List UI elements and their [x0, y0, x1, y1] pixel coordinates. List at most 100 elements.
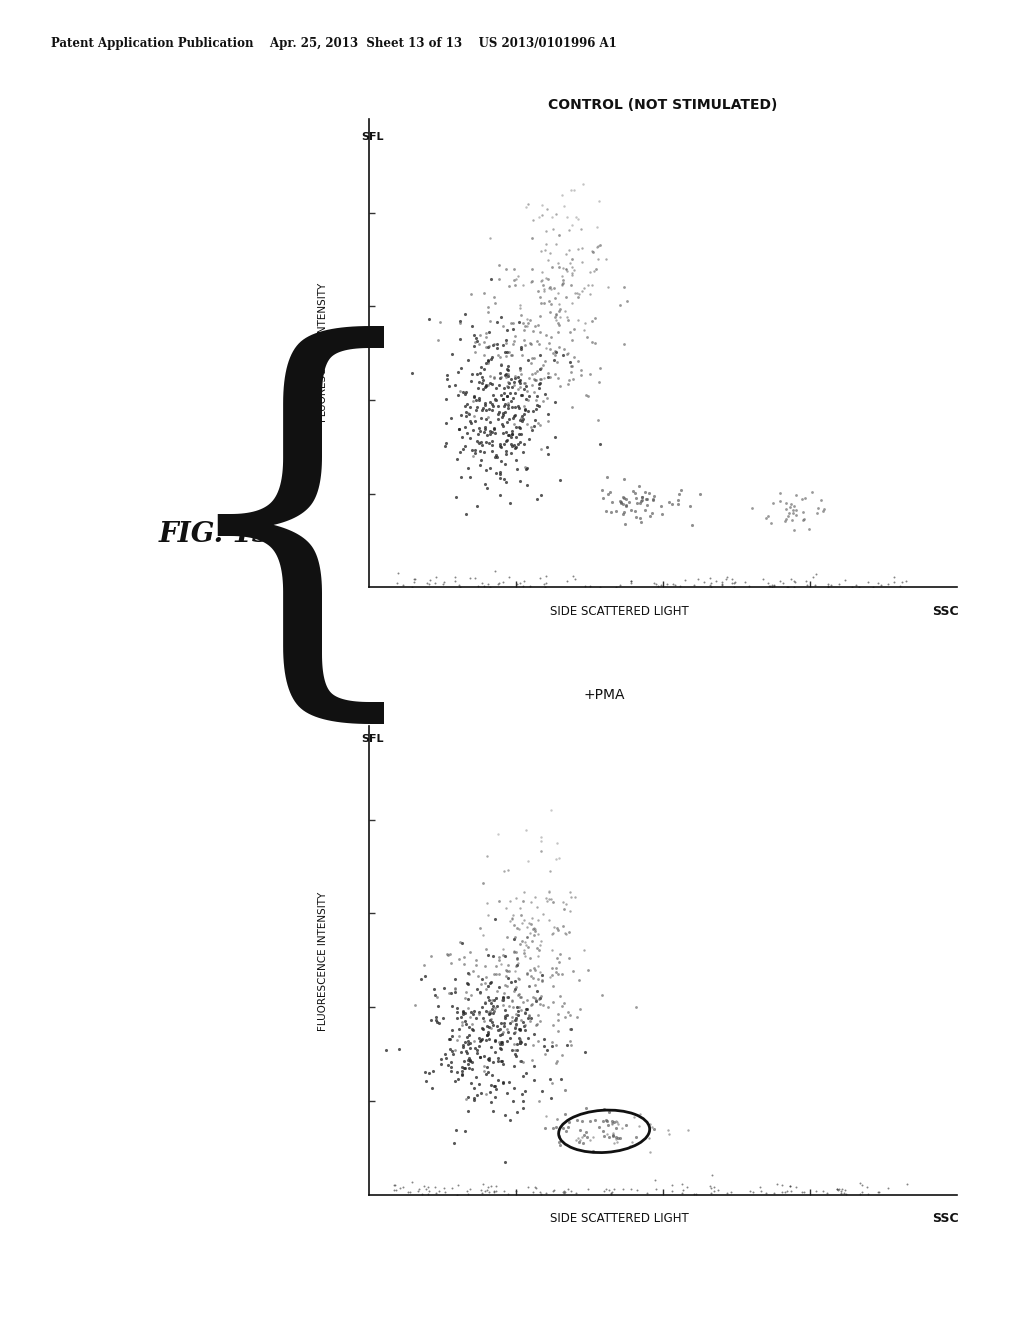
Point — [516, 1003, 532, 1024]
Point — [509, 1034, 525, 1055]
Point — [463, 985, 479, 1006]
Point — [499, 1030, 515, 1051]
Point — [494, 1012, 510, 1034]
Point — [565, 565, 582, 586]
Point — [477, 375, 494, 396]
Point — [510, 968, 526, 989]
Point — [543, 1088, 559, 1109]
Point — [503, 312, 519, 333]
Point — [457, 416, 473, 437]
Point — [512, 417, 528, 438]
Point — [522, 417, 539, 438]
Point — [524, 347, 541, 368]
Point — [507, 437, 523, 458]
Point — [471, 432, 487, 453]
Point — [538, 234, 554, 255]
Point — [546, 1179, 562, 1200]
Point — [554, 265, 570, 286]
Point — [508, 1180, 524, 1201]
Point — [646, 1118, 663, 1139]
Point — [456, 1051, 472, 1072]
Point — [523, 891, 540, 912]
Point — [443, 1177, 460, 1199]
Point — [445, 1044, 462, 1065]
Point — [466, 411, 482, 432]
Point — [514, 411, 530, 432]
Point — [552, 1134, 568, 1155]
Point — [634, 487, 650, 508]
Point — [504, 421, 520, 442]
Point — [604, 1113, 621, 1134]
Point — [478, 399, 495, 420]
Point — [531, 414, 548, 436]
Point — [490, 404, 507, 425]
Point — [467, 440, 483, 461]
Point — [542, 861, 558, 882]
Point — [538, 268, 554, 289]
Point — [495, 405, 511, 426]
Point — [499, 341, 515, 362]
Text: FIG. 13: FIG. 13 — [159, 521, 272, 548]
Point — [521, 913, 538, 935]
Point — [500, 364, 516, 385]
Point — [500, 1022, 516, 1043]
Point — [534, 240, 550, 261]
Point — [480, 1176, 497, 1197]
Point — [497, 1151, 513, 1172]
Point — [512, 432, 528, 453]
Point — [510, 424, 526, 445]
Point — [500, 360, 516, 381]
Point — [509, 574, 525, 595]
Point — [476, 576, 493, 597]
Point — [497, 378, 513, 399]
Point — [478, 1015, 495, 1036]
Point — [480, 1181, 497, 1203]
Point — [606, 1111, 623, 1133]
Point — [557, 1080, 573, 1101]
Point — [504, 1040, 520, 1061]
Point — [612, 491, 629, 512]
Point — [548, 305, 564, 326]
Point — [495, 1072, 511, 1093]
Point — [474, 573, 490, 594]
Point — [523, 994, 540, 1015]
Point — [479, 1002, 496, 1023]
Point — [512, 1028, 528, 1049]
Point — [407, 994, 423, 1015]
Point — [474, 366, 490, 387]
Point — [490, 408, 507, 429]
Point — [516, 329, 532, 350]
Point — [513, 1010, 529, 1031]
Point — [766, 1181, 782, 1203]
Point — [483, 440, 500, 461]
Point — [545, 975, 561, 997]
Point — [507, 366, 523, 387]
Point — [477, 993, 494, 1014]
Point — [512, 384, 528, 405]
Point — [589, 216, 605, 238]
Point — [587, 333, 603, 354]
Point — [490, 401, 507, 422]
Point — [526, 347, 543, 368]
Point — [465, 1003, 481, 1024]
Point — [573, 364, 590, 385]
Point — [541, 367, 557, 388]
Point — [705, 1164, 721, 1185]
Point — [485, 417, 502, 438]
Point — [420, 1183, 436, 1204]
Point — [480, 904, 497, 925]
Point — [575, 940, 592, 961]
Point — [512, 294, 528, 315]
Point — [880, 1177, 896, 1199]
Point — [508, 887, 524, 908]
Point — [492, 1024, 508, 1045]
Point — [512, 933, 528, 954]
Point — [512, 409, 528, 430]
Point — [493, 437, 509, 458]
Point — [466, 325, 482, 346]
Point — [503, 426, 519, 447]
Point — [525, 958, 542, 979]
Point — [528, 937, 545, 958]
Point — [590, 236, 606, 257]
Point — [464, 1018, 480, 1039]
